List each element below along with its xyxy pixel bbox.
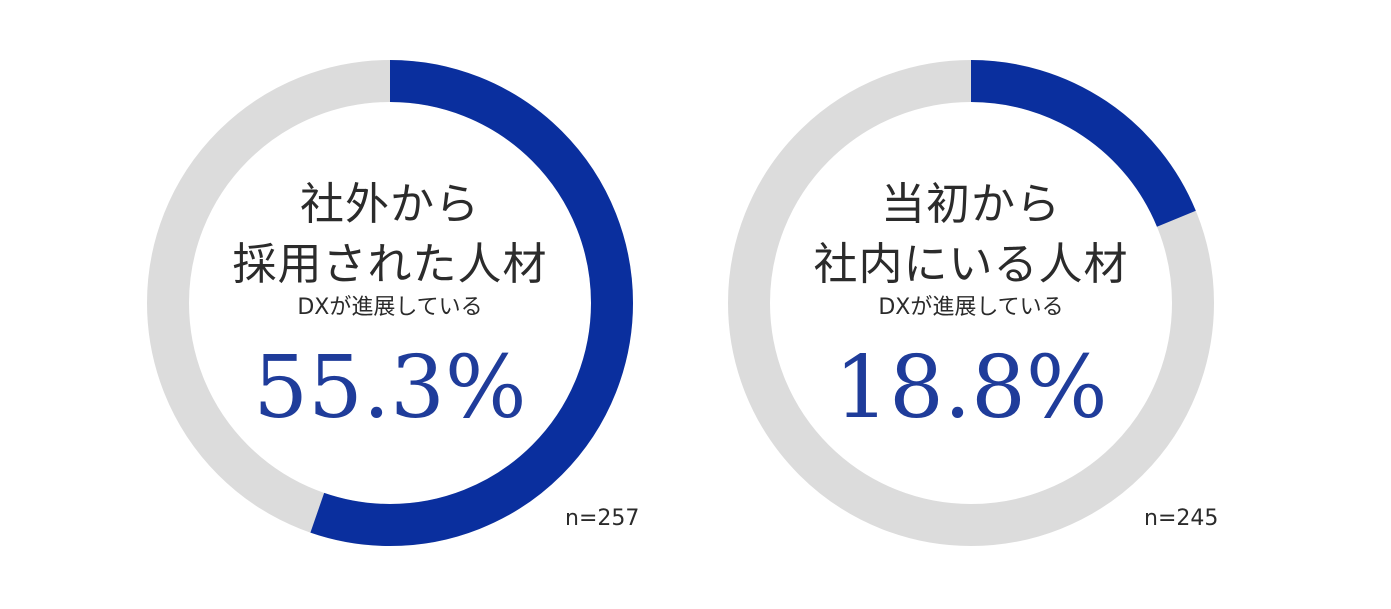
chart-title-line-1: 当初から: [881, 179, 1061, 230]
donut-center-left: 社外から 採用された人材 DXが進展している 55.3%: [85, 0, 705, 609]
donut-chart-left: 社外から 採用された人材 DXが進展している 55.3% n=257: [85, 0, 705, 609]
chart-title-line-2: 採用された人材: [232, 239, 548, 290]
donut-value-arc: [147, 60, 633, 546]
chart-subtitle: DXが進展している: [878, 295, 1064, 320]
sample-size-label: n=257: [565, 506, 640, 531]
donut-value-arc: [728, 60, 1214, 546]
donut-chart-right: 当初から 社内にいる人材 DXが進展している 18.8% n=245: [666, 0, 1286, 609]
donut-svg-right: [728, 60, 1214, 546]
donut-center-right: 当初から 社内にいる人材 DXが進展している 18.8%: [666, 0, 1286, 609]
chart-title-line-2: 社内にいる人材: [813, 239, 1129, 290]
donut-svg-left: [147, 60, 633, 546]
chart-subtitle: DXが進展している: [297, 295, 483, 320]
sample-size-label: n=245: [1144, 506, 1219, 531]
chart-title-line-1: 社外から: [300, 179, 480, 230]
value-label: 55.3%: [253, 338, 527, 438]
value-label: 18.8%: [834, 338, 1108, 438]
